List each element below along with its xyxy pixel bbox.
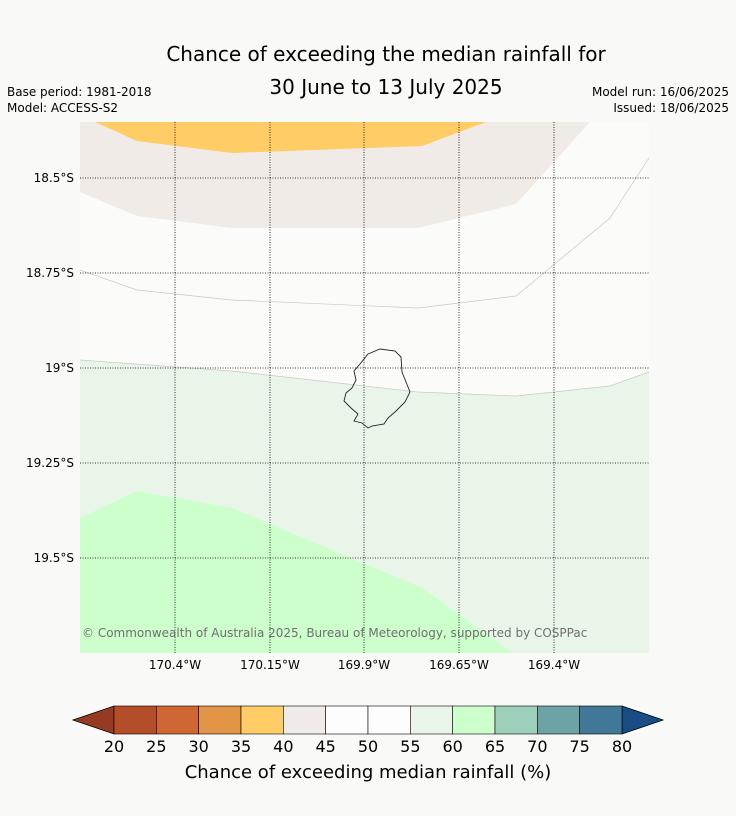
colorbar-segment bbox=[156, 705, 199, 735]
colorbar-tick-label: 30 bbox=[188, 737, 208, 756]
contour-line-south bbox=[80, 359, 649, 397]
colorbar-tick-label: 25 bbox=[146, 737, 166, 756]
colorbar-tick-label: 75 bbox=[569, 737, 589, 756]
colorbar-tick-label: 60 bbox=[442, 737, 462, 756]
region-35-40 bbox=[95, 122, 486, 153]
colorbar-segment bbox=[410, 705, 453, 735]
colorbar-tick-label: 65 bbox=[485, 737, 505, 756]
lon-label: 169.4°W bbox=[528, 658, 580, 672]
colorbar-segment bbox=[240, 705, 284, 735]
colorbar-segment bbox=[198, 705, 242, 735]
lat-label: 19.25°S bbox=[26, 456, 74, 470]
lat-label: 18.5°S bbox=[34, 171, 74, 185]
title-line-2: 30 June to 13 July 2025 bbox=[269, 75, 503, 99]
base-period-text: Base period: 1981-2018 bbox=[7, 85, 152, 99]
colorbar-tick-label: 35 bbox=[231, 737, 251, 756]
gridlines bbox=[80, 122, 649, 653]
copyright-credit: © Commonwealth of Australia 2025, Bureau… bbox=[82, 626, 587, 640]
colorbar-over-arrow bbox=[621, 705, 665, 735]
lon-label: 170.15°W bbox=[240, 658, 300, 672]
colorbar-title: Chance of exceeding median rainfall (%) bbox=[185, 762, 552, 783]
model-run-text: Model run: 16/06/2025 bbox=[591, 85, 729, 99]
colorbar-tick-label: 70 bbox=[527, 737, 547, 756]
meta-right: Model run: 16/06/2025 Issued: 18/06/2025 bbox=[592, 84, 729, 116]
colorbar-tick-label: 55 bbox=[400, 737, 420, 756]
colorbar-segment bbox=[494, 705, 538, 735]
colorbar-tick-label: 40 bbox=[273, 737, 293, 756]
colorbar-segments bbox=[113, 705, 623, 735]
lat-label: 19°S bbox=[45, 361, 74, 375]
colorbar-segment bbox=[367, 705, 411, 735]
colorbar-segment bbox=[113, 705, 157, 735]
lon-label: 169.65°W bbox=[429, 658, 489, 672]
map-title: Chance of exceeding the median rainfall … bbox=[0, 38, 736, 104]
colorbar-tick-label: 50 bbox=[358, 737, 378, 756]
lat-labels: 18.5°S 18.75°S 19°S 19.25°S 19.5°S bbox=[26, 171, 74, 565]
region-60-65 bbox=[80, 491, 513, 653]
lon-label: 169.9°W bbox=[338, 658, 390, 672]
colorbar-tick-label: 20 bbox=[104, 737, 124, 756]
colorbar-segment bbox=[325, 705, 369, 735]
issued-text: Issued: 18/06/2025 bbox=[613, 101, 729, 115]
map-area: © Commonwealth of Australia 2025, Bureau… bbox=[80, 122, 649, 653]
model-text: Model: ACCESS-S2 bbox=[7, 101, 119, 115]
colorbar-under-arrow bbox=[71, 705, 115, 735]
colorbar-labels: 20 25 30 35 40 45 50 55 60 65 70 75 80 bbox=[104, 737, 632, 756]
colorbar-segment bbox=[452, 705, 496, 735]
colorbar-tick-label: 45 bbox=[315, 737, 335, 756]
colorbar-tick-label: 80 bbox=[612, 737, 632, 756]
colorbar-segment bbox=[537, 705, 580, 735]
lat-label: 19.5°S bbox=[34, 551, 74, 565]
colorbar-segment bbox=[579, 705, 623, 735]
colorbar-segment bbox=[283, 705, 326, 735]
colorbar: 20 25 30 35 40 45 50 55 60 65 70 75 80 Chance of exc… bbox=[71, 705, 665, 783]
title-line-1: Chance of exceeding the median rainfall … bbox=[166, 42, 606, 66]
lon-labels: 170.4°W 170.15°W 169.9°W 169.65°W 169.4°… bbox=[149, 658, 580, 672]
lat-label: 18.75°S bbox=[26, 266, 74, 280]
island-outline bbox=[343, 348, 411, 429]
meta-left: Base period: 1981-2018 Model: ACCESS-S2 bbox=[7, 84, 152, 116]
lon-label: 170.4°W bbox=[149, 658, 201, 672]
contour-line-north bbox=[80, 157, 649, 309]
